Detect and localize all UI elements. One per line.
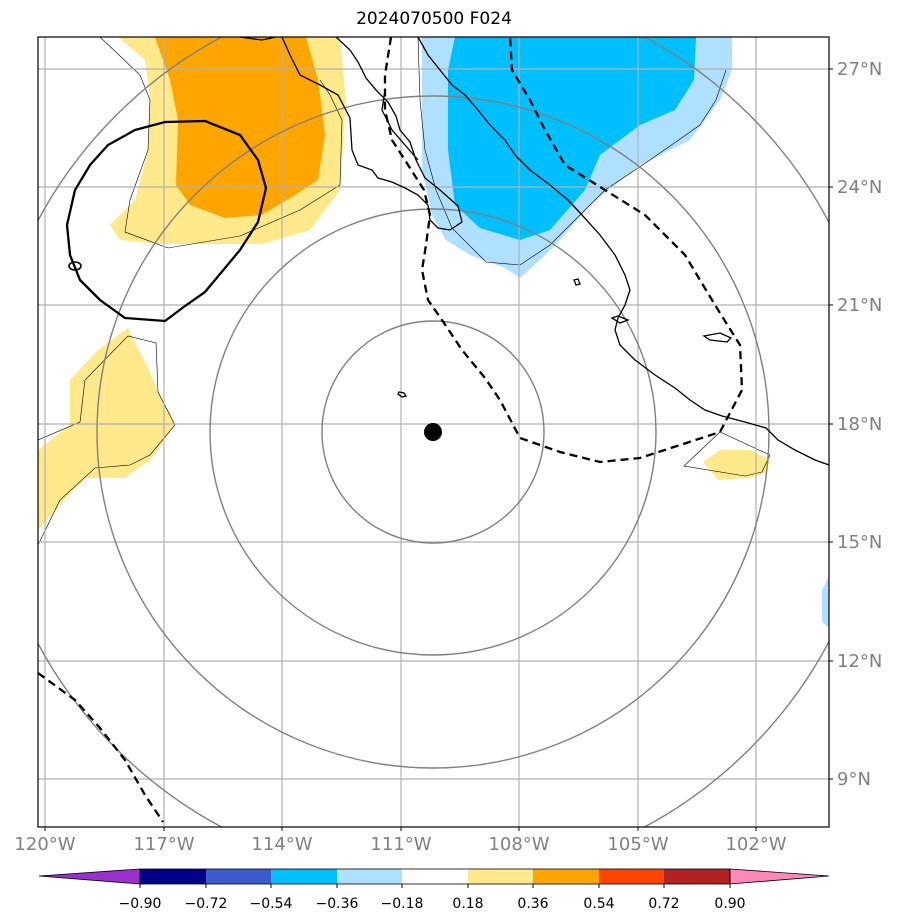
colorbar-segment-9 bbox=[664, 869, 730, 884]
solid-contour-small-closed bbox=[68, 261, 82, 271]
gulf-california-east-inner bbox=[381, 89, 419, 161]
lat-label-24n: 24°N bbox=[837, 177, 882, 198]
range-ring-outer bbox=[96, 95, 770, 769]
colorbar-extend-high bbox=[729, 868, 830, 885]
range-ring-middle bbox=[209, 208, 657, 656]
dashed-contour-east bbox=[383, 37, 744, 464]
colorbar: −0.90 −0.72 −0.54 −0.36 −0.18 0.18 0.36 … bbox=[38, 868, 830, 912]
colorbar-tick-label: −0.36 bbox=[316, 896, 359, 912]
island-socorro bbox=[397, 391, 408, 398]
colorbar-tick-label: −0.90 bbox=[119, 896, 162, 912]
storm-center-marker bbox=[424, 423, 442, 441]
colorbar-segment-8 bbox=[599, 869, 664, 884]
positive-anomaly-orange-shading bbox=[155, 37, 325, 218]
colorbar-tick-label: −0.72 bbox=[185, 896, 228, 912]
lon-label-105w: 105°W bbox=[607, 834, 668, 855]
colorbar-tick-label: 0.90 bbox=[714, 896, 745, 912]
shading-outline-west bbox=[38, 335, 176, 546]
range-rings bbox=[38, 37, 829, 827]
colorbar-segment-2 bbox=[206, 869, 271, 884]
mainland-mexico-coastline bbox=[417, 37, 829, 466]
colorbar-tick-label: −0.54 bbox=[250, 896, 293, 912]
colorbar-tick-label: 0.54 bbox=[583, 896, 614, 912]
colorbar-tick-label: 0.36 bbox=[517, 896, 548, 912]
colorbar-extend-low bbox=[38, 868, 141, 885]
dashed-contours-negative bbox=[38, 37, 744, 823]
colorbar-tick-labels: −0.90 −0.72 −0.54 −0.36 −0.18 0.18 0.36 … bbox=[119, 896, 746, 912]
colorbar-segment-1 bbox=[140, 869, 206, 884]
lat-label-21n: 21°N bbox=[837, 295, 882, 316]
baja-california-coastline bbox=[239, 37, 463, 231]
lon-label-102w: 102°W bbox=[725, 834, 786, 855]
graticule bbox=[38, 37, 829, 827]
positive-anomaly-west-shading bbox=[38, 328, 175, 530]
latitude-labels: 27°N 24°N 21°N 18°N 15°N 12°N 9°N bbox=[837, 59, 882, 790]
colorbar-tick-label: 0.18 bbox=[452, 896, 483, 912]
shading-outline-east bbox=[683, 431, 771, 477]
colorbar-segment-6 bbox=[468, 869, 533, 884]
map-plot-area bbox=[38, 37, 829, 827]
dashed-contour-southwest bbox=[38, 672, 164, 823]
axis-ticks bbox=[44, 68, 833, 831]
colorbar-segment-3 bbox=[271, 869, 337, 884]
lat-label-15n: 15°N bbox=[837, 532, 882, 553]
colorbar-segment-7 bbox=[533, 869, 599, 884]
lat-label-27n: 27°N bbox=[837, 59, 882, 80]
map-title: 2024070500 F024 bbox=[356, 9, 512, 29]
shading-outline-north bbox=[99, 37, 343, 249]
colorbar-segment-5 bbox=[402, 869, 468, 884]
lon-label-111w: 111°W bbox=[370, 834, 431, 855]
longitude-labels: 120°W 117°W 114°W 111°W 108°W 105°W 102°… bbox=[14, 834, 786, 855]
negative-anomaly-east-edge-shading bbox=[822, 576, 829, 628]
lon-label-120w: 120°W bbox=[14, 834, 75, 855]
range-ring-inner bbox=[321, 320, 545, 544]
positive-anomaly-east-shading bbox=[703, 450, 770, 480]
coastlines bbox=[239, 37, 829, 466]
negative-anomaly-dark-shading bbox=[448, 37, 696, 240]
solid-contour-positive bbox=[65, 119, 268, 323]
colorbar-segment-4 bbox=[337, 869, 402, 884]
lat-label-9n: 9°N bbox=[837, 769, 871, 790]
colorbar-tick-label: −0.18 bbox=[381, 896, 424, 912]
map-axes-frame bbox=[37, 36, 830, 828]
lon-label-117w: 117°W bbox=[133, 834, 194, 855]
colorbar-frame bbox=[139, 868, 731, 885]
lat-label-18n: 18°N bbox=[837, 414, 882, 435]
colorbar-tick-label: 0.72 bbox=[648, 896, 679, 912]
shading-outline-northeast bbox=[417, 37, 727, 266]
lake-chapala bbox=[702, 332, 733, 343]
colorbar-ticks bbox=[139, 884, 731, 888]
island-tres-marias bbox=[573, 278, 581, 286]
lat-label-12n: 12°N bbox=[837, 651, 882, 672]
lon-label-108w: 108°W bbox=[488, 834, 549, 855]
lon-label-114w: 114°W bbox=[251, 834, 312, 855]
island-east-small bbox=[610, 315, 630, 324]
